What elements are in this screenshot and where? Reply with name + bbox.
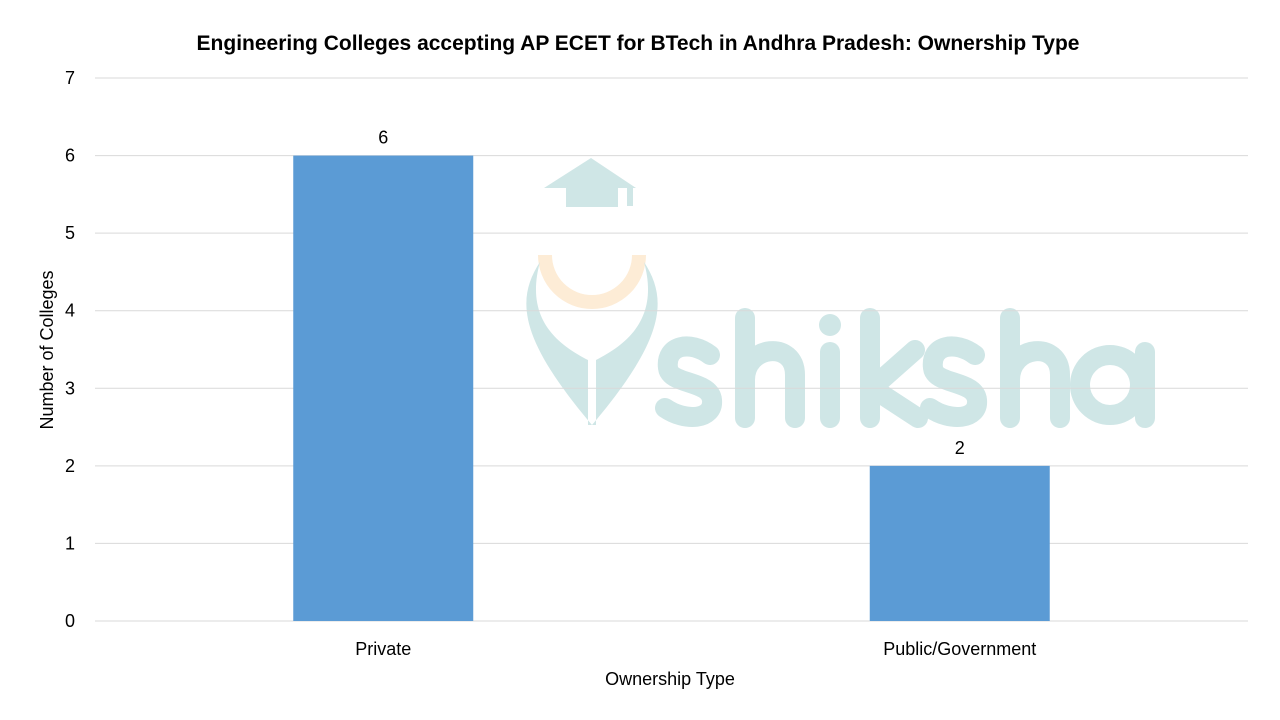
y-axis-label: Number of Colleges <box>37 270 57 429</box>
y-tick-label: 3 <box>65 378 75 398</box>
y-tick-label: 5 <box>65 223 75 243</box>
y-tick-label: 6 <box>65 146 75 166</box>
chart-title: Engineering Colleges accepting AP ECET f… <box>197 32 1080 55</box>
x-axis-label: Ownership Type <box>605 669 735 689</box>
bar-public-government <box>869 465 1050 621</box>
data-label: 6 <box>378 128 388 148</box>
y-tick-label: 4 <box>65 301 75 321</box>
shiksha-watermark-logo <box>526 158 1155 428</box>
bar-private <box>293 155 474 622</box>
y-tick-label: 0 <box>65 611 75 631</box>
y-tick-label: 7 <box>65 68 75 88</box>
watermark-wordmark <box>655 308 1155 428</box>
y-tick-label: 2 <box>65 456 75 476</box>
y-tick-label: 1 <box>65 533 75 553</box>
x-tick-label: Private <box>355 639 411 659</box>
x-tick-label: Public/Government <box>883 639 1036 659</box>
data-label: 2 <box>955 438 965 458</box>
